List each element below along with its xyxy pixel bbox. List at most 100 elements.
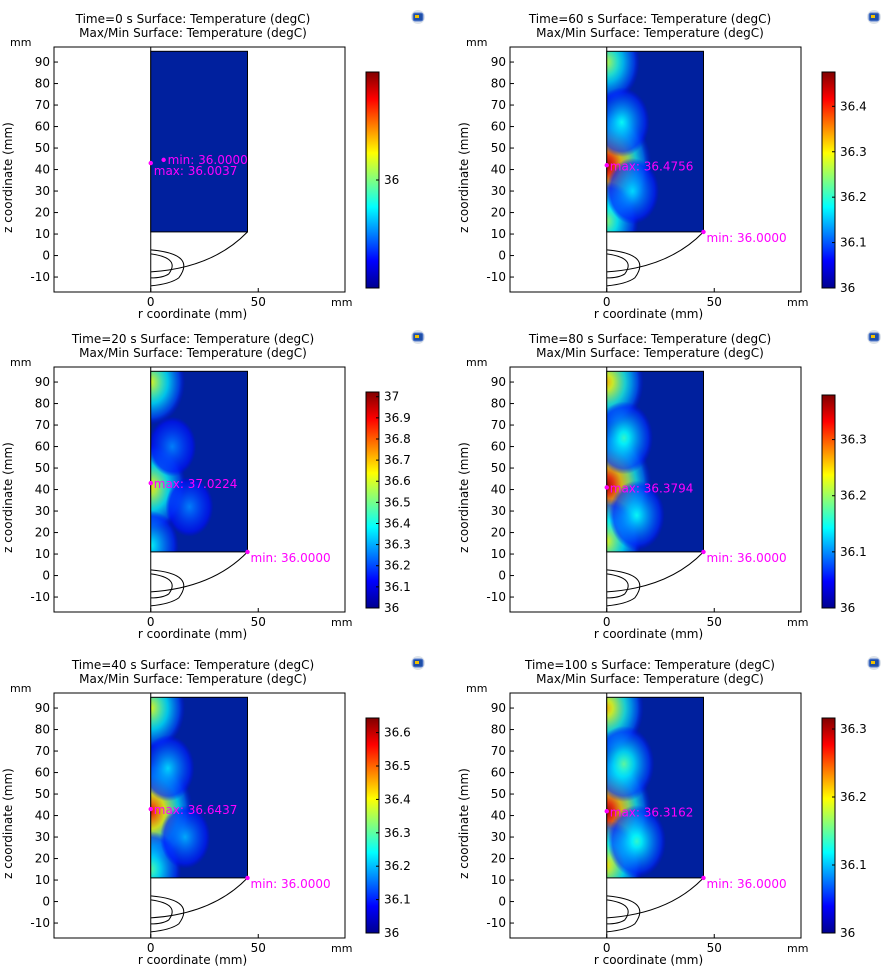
y-tick-label: 80 — [491, 77, 506, 91]
x-unit-label: mm — [787, 296, 808, 309]
y-tick-label: 90 — [491, 701, 506, 715]
y-tick-label: 40 — [491, 483, 506, 497]
colorbar-tick-label: 36.5 — [384, 759, 411, 773]
y-tick-label: 70 — [35, 98, 50, 112]
y-tick-label: 50 — [35, 787, 50, 801]
hot-spot — [606, 401, 654, 475]
y-tick-label: 50 — [491, 141, 506, 155]
y-unit-label: mm — [466, 682, 487, 695]
min-marker — [245, 875, 250, 881]
outer-arc — [150, 551, 248, 593]
y-tick-label: -10 — [30, 270, 50, 284]
max-marker — [604, 163, 609, 168]
chart-title: Time=20 s Surface: Temperature (degC) — [71, 332, 314, 346]
colorbar-tick-label: 36.1 — [840, 236, 867, 250]
probe-outer — [150, 895, 185, 933]
colorbar-tick-label: 36.9 — [384, 411, 411, 425]
colorbar-tick-label: 36.3 — [840, 145, 867, 159]
y-tick-label: 30 — [35, 184, 50, 198]
probe-outer — [150, 569, 185, 607]
y-axis-label: z coordinate (mm) — [457, 122, 471, 233]
colorbar-tick-label: 36.7 — [384, 453, 411, 467]
y-tick-label: 30 — [35, 504, 50, 518]
colorbar-tick-label: 36 — [840, 926, 855, 940]
comsol-logo-icon — [411, 656, 425, 670]
domain-outline — [606, 696, 704, 879]
max-label: max: 36.3162 — [610, 805, 694, 819]
y-tick-label: 0 — [42, 249, 50, 263]
colorbar — [821, 717, 836, 934]
x-unit-label: mm — [331, 942, 352, 955]
y-tick-label: -10 — [486, 590, 506, 604]
y-tick-label: 70 — [35, 418, 50, 432]
y-tick-label: 20 — [491, 206, 506, 220]
y-tick-label: 60 — [491, 440, 506, 454]
colorbar-tick-label: 36.1 — [384, 893, 411, 907]
chart-title: Time=60 s Surface: Temperature (degC) — [528, 12, 771, 26]
y-tick-label: 90 — [35, 701, 50, 715]
y-tick-label: 20 — [35, 526, 50, 540]
colorbar-tick-label: 36 — [384, 601, 399, 615]
y-tick-label: 60 — [35, 766, 50, 780]
x-axis-label: r coordinate (mm) — [138, 953, 247, 967]
y-tick-label: 90 — [35, 55, 50, 69]
x-tick-label: 50 — [251, 615, 266, 629]
probe-outer — [606, 895, 641, 933]
colorbar-tick-label: 36.3 — [840, 433, 867, 447]
y-tick-label: 40 — [35, 483, 50, 497]
y-axis-label: z coordinate (mm) — [1, 122, 15, 233]
y-tick-label: 40 — [35, 163, 50, 177]
x-tick-label: 0 — [603, 941, 611, 955]
colorbar-tick-label: 36.2 — [384, 859, 411, 873]
probe-inner — [606, 899, 629, 925]
y-tick-label: 50 — [35, 141, 50, 155]
max-marker — [604, 809, 609, 814]
x-unit-label: mm — [331, 616, 352, 629]
y-tick-label: 20 — [491, 526, 506, 540]
colorbar-tick-label: 36 — [840, 281, 855, 295]
chart-subtitle: Max/Min Surface: Temperature (degC) — [79, 26, 307, 40]
colorbar-tick-label: 36 — [840, 601, 855, 615]
colorbar-tick-label: 36.6 — [384, 726, 411, 740]
panel-5: Time=40 s Surface: Temperature (degC)Max… — [1, 656, 425, 967]
comsol-logo-icon — [867, 656, 881, 670]
colorbar — [365, 717, 380, 934]
y-tick-label: 40 — [491, 163, 506, 177]
colorbar — [821, 71, 836, 289]
colorbar-tick-label: 36 — [384, 173, 399, 187]
min-label: min: 36.0000 — [707, 231, 787, 245]
y-tick-label: 90 — [35, 375, 50, 389]
panel-6: Time=100 s Surface: Temperature (degC)Ma… — [457, 656, 881, 967]
max-label: max: 36.6437 — [154, 803, 238, 817]
hot-spot — [159, 805, 211, 869]
panel-2: Time=60 s Surface: Temperature (degC)Max… — [457, 10, 881, 321]
colorbar-tick-label: 36 — [384, 926, 399, 940]
hot-spot-layer — [606, 371, 665, 552]
x-tick-label: 0 — [147, 941, 155, 955]
colorbar — [821, 394, 836, 609]
y-tick-label: 20 — [35, 852, 50, 866]
y-tick-label: 60 — [35, 440, 50, 454]
x-tick-label: 50 — [251, 295, 266, 309]
chart-subtitle: Max/Min Surface: Temperature (degC) — [536, 672, 764, 686]
x-axis-label: r coordinate (mm) — [594, 307, 703, 321]
y-tick-label: 80 — [35, 397, 50, 411]
colorbar — [365, 391, 380, 609]
domain-outline — [606, 50, 704, 233]
probe-inner — [606, 573, 629, 599]
y-tick-label: 20 — [491, 852, 506, 866]
colorbar-tick-label: 36.5 — [384, 495, 411, 509]
hot-spot — [165, 476, 214, 537]
y-tick-label: 50 — [491, 461, 506, 475]
x-axis-label: r coordinate (mm) — [594, 953, 703, 967]
y-tick-label: 30 — [35, 830, 50, 844]
chart-subtitle: Max/Min Surface: Temperature (degC) — [79, 346, 307, 360]
y-tick-label: 10 — [491, 873, 506, 887]
max-marker — [148, 160, 153, 166]
hot-spot — [606, 157, 660, 225]
chart-subtitle: Max/Min Surface: Temperature (degC) — [79, 672, 307, 686]
y-tick-label: 70 — [491, 418, 506, 432]
y-tick-label: 70 — [491, 744, 506, 758]
chart-subtitle: Max/Min Surface: Temperature (degC) — [536, 26, 764, 40]
